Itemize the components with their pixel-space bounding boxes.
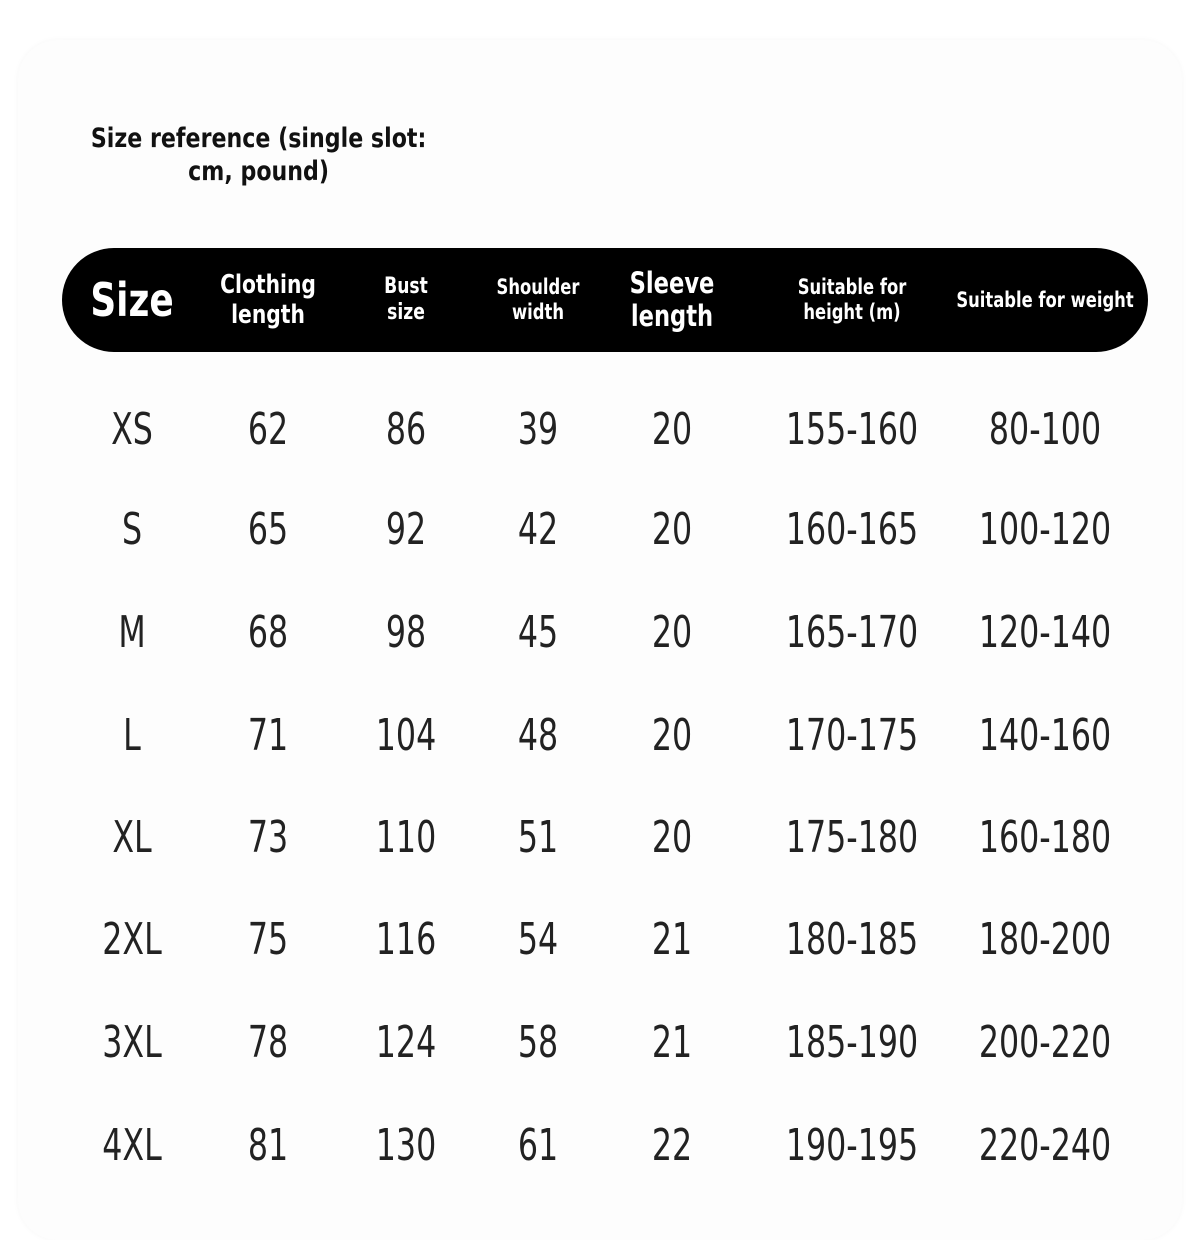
table-cell: 51 (517, 812, 559, 863)
table-cell: 220-240 (978, 1120, 1112, 1171)
table-cell: 45 (517, 607, 559, 658)
table-cell: 185-190 (785, 1017, 919, 1068)
table-cell: 160-165 (785, 504, 919, 555)
table-cell: 2XL (102, 914, 162, 965)
table-cell: 160-180 (978, 812, 1112, 863)
table-cell: 180-185 (785, 914, 919, 965)
table-cell: XL (112, 812, 152, 863)
table-cell: 20 (651, 504, 693, 555)
table-cell: 39 (517, 404, 559, 455)
table-cell: 22 (651, 1120, 693, 1171)
table-cell: 92 (385, 504, 427, 555)
table-cell: 42 (517, 504, 559, 555)
table-cell: 124 (375, 1017, 437, 1068)
table-cell: 170-175 (785, 710, 919, 761)
table-row: L 71 104 48 20 170-175 140-160 (0, 706, 1200, 766)
table-cell: 21 (651, 914, 693, 965)
table-row: XS 62 86 39 20 155-160 80-100 (0, 400, 1200, 460)
table-row: 2XL 75 116 54 21 180-185 180-200 (0, 910, 1200, 970)
table-cell: 21 (651, 1017, 693, 1068)
table-cell: 140-160 (978, 710, 1112, 761)
table-cell: 73 (247, 812, 289, 863)
column-header: Size (90, 273, 174, 327)
table-cell: 116 (375, 914, 437, 965)
table-cell: L (123, 710, 141, 761)
table-cell: 20 (651, 710, 693, 761)
table-row: S 65 92 42 20 160-165 100-120 (0, 500, 1200, 560)
table-cell: 104 (375, 710, 437, 761)
table-row: M 68 98 45 20 165-170 120-140 (0, 603, 1200, 663)
table-cell: 48 (517, 710, 559, 761)
column-header: Suitable for weight (956, 287, 1134, 312)
table-cell: 175-180 (785, 812, 919, 863)
table-cell: 190-195 (785, 1120, 919, 1171)
table-cell: M (118, 607, 146, 658)
table-cell: 130 (375, 1120, 437, 1171)
table-cell: 20 (651, 607, 693, 658)
table-cell: 3XL (102, 1017, 162, 1068)
column-header: Clothing length (220, 270, 316, 330)
table-cell: 86 (385, 404, 427, 455)
table-cell: 120-140 (978, 607, 1112, 658)
table-cell: 20 (651, 404, 693, 455)
column-header: Suitable for height (m) (797, 275, 907, 324)
table-cell: XS (111, 404, 153, 455)
column-header: Shoulder width (496, 275, 580, 324)
column-header: Bust size (384, 274, 428, 325)
table-cell: 4XL (102, 1120, 162, 1171)
table-row: 4XL 81 130 61 22 190-195 220-240 (0, 1116, 1200, 1176)
table-cell: 68 (247, 607, 289, 658)
table-header (62, 248, 1148, 352)
table-cell: 20 (651, 812, 693, 863)
table-cell: 155-160 (785, 404, 919, 455)
table-cell: 180-200 (978, 914, 1112, 965)
table-cell: 61 (517, 1120, 559, 1171)
size-chart-card (18, 40, 1182, 1240)
table-cell: 75 (247, 914, 289, 965)
table-cell: 65 (247, 504, 289, 555)
column-header: Sleeve length (629, 266, 715, 333)
table-cell: 62 (247, 404, 289, 455)
table-cell: 98 (385, 607, 427, 658)
table-cell: 100-120 (978, 504, 1112, 555)
table-cell: 80-100 (988, 404, 1102, 455)
table-cell: S (121, 504, 143, 555)
table-row: XL 73 110 51 20 175-180 160-180 (0, 808, 1200, 868)
table-cell: 200-220 (978, 1017, 1112, 1068)
table-row: 3XL 78 124 58 21 185-190 200-220 (0, 1013, 1200, 1073)
table-cell: 58 (517, 1017, 559, 1068)
table-cell: 71 (247, 710, 289, 761)
table-cell: 81 (247, 1120, 289, 1171)
table-cell: 110 (375, 812, 437, 863)
table-cell: 78 (247, 1017, 289, 1068)
table-cell: 54 (517, 914, 559, 965)
chart-title: Size reference (single slot: cm, pound) (90, 123, 427, 187)
table-cell: 165-170 (785, 607, 919, 658)
